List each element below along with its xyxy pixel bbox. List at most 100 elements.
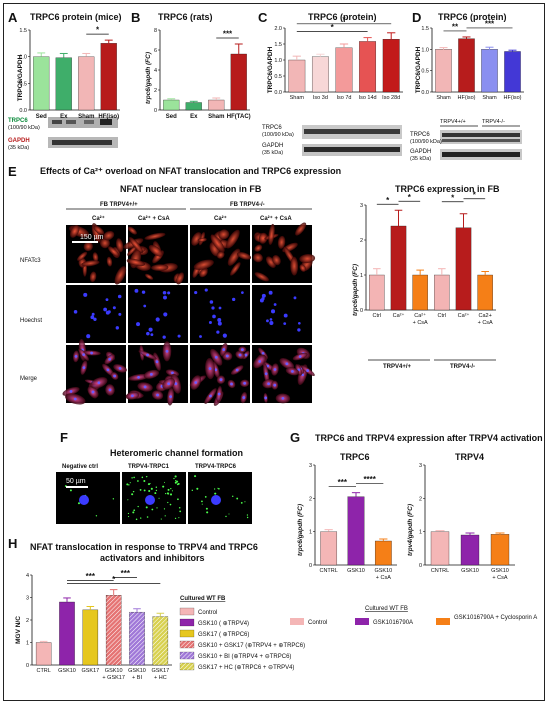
panel-e-geno-left: FB TRPV4+/+ (100, 202, 138, 208)
y-tick-label: 1.5 (421, 26, 429, 32)
panel-d-blot-label-gapdh: GAPDH (410, 149, 431, 155)
significance-label: *** (223, 30, 233, 39)
pla-dot (236, 497, 239, 500)
y-tick-label: 0.5 (421, 69, 429, 75)
panel-d-title: TRPC6 (protein) (438, 12, 507, 22)
nucleus (83, 292, 88, 297)
panel-c-title: TRPC6 (protein) (308, 12, 377, 22)
nucleus (217, 321, 222, 326)
panel-e-group-ko: TRPV4-/- (450, 364, 475, 370)
nucleus (217, 392, 221, 396)
cell (193, 259, 214, 270)
pla-dot (158, 497, 160, 499)
panel-g-title: TRPC6 and TRPV4 expression after TRPV4 a… (315, 433, 543, 443)
pla-dot (129, 482, 131, 484)
nucleus (194, 290, 198, 295)
x-tick-label: Iso 7d (337, 95, 352, 101)
cell (103, 230, 115, 241)
cell (299, 264, 306, 272)
bar (78, 56, 95, 111)
panel-b-title: TRPC6 (rats) (158, 12, 213, 22)
x-tick-label: GSK10 (491, 568, 509, 574)
significance-label: * (331, 23, 335, 32)
x-tick-label: Sham (78, 114, 94, 120)
nucleus (82, 353, 86, 357)
panel-g-left-ylabel: trpc6/gapdh (FC) (297, 504, 304, 556)
panel-c-blot-label-trpc6: TRPC6 (262, 125, 282, 131)
pla-dot (160, 518, 162, 520)
nucleus (283, 322, 287, 326)
legend-swatch-hatch (180, 641, 194, 648)
x-tick-label: Sham (482, 95, 497, 101)
cell (81, 260, 100, 267)
y-tick-label: 4 (26, 573, 29, 579)
panel-h-title-2: activators and inhibitors (100, 553, 205, 563)
nucleus (162, 290, 167, 295)
x-tick-label: GSK10 (347, 568, 365, 574)
pla-dot (133, 509, 136, 512)
pla-dot (148, 489, 151, 492)
pla-dot (169, 503, 172, 506)
pla-dot (214, 492, 217, 495)
nucleus (167, 382, 171, 386)
panel-f-micrograph-grid (56, 472, 252, 524)
nucleus (155, 317, 160, 322)
x-tick-label: CTRL (36, 668, 50, 674)
cell (290, 256, 299, 276)
pla-dot (205, 507, 208, 510)
panel-a-blot-label-trpc6: TRPC6 (8, 118, 28, 124)
x-tick-label: GSK17 (151, 668, 169, 674)
x-tick-label: HF(iso) (503, 95, 521, 101)
pla-dot (155, 489, 158, 492)
y-tick-label: 1.0 (421, 47, 429, 53)
panel-letter-g: G (290, 430, 300, 445)
cell (145, 273, 154, 280)
y-tick-label: 6 (154, 48, 157, 54)
pla-dot (177, 482, 180, 485)
cell (151, 264, 169, 271)
bar (335, 47, 353, 93)
bar-hatch (129, 612, 145, 665)
nucleus (291, 369, 294, 373)
legend-label: GSK17 ( ⊕TRPC6) (198, 632, 249, 638)
bar (100, 43, 117, 111)
y-tick-label: 1 (360, 273, 363, 279)
bar (359, 41, 377, 93)
x-tick-label: CNTRL (319, 568, 337, 574)
pla-dot (156, 507, 158, 509)
x-tick-label: Ex (190, 114, 198, 120)
y-tick-label: 1.0 (19, 55, 27, 61)
panel-h-legend-title: Cultured WT FB (180, 596, 226, 602)
bar (458, 38, 475, 93)
y-tick-label: 3 (26, 596, 29, 602)
pla-dot (166, 492, 170, 495)
significance-label: **** (363, 475, 376, 484)
panel-g-legend-3: GSK1016790A + Cyclosporin A (454, 615, 537, 621)
bar-hatch (106, 595, 122, 665)
nucleus (217, 318, 222, 322)
y-tick-label: 0 (309, 563, 312, 569)
figure-frame (3, 3, 545, 701)
nucleus (117, 294, 122, 299)
chart-a: 0.0 0.5 1.0 1.5 Sed Ex Sham HF(iso) * (19, 26, 120, 120)
pla-dot (137, 505, 139, 508)
nucleus (141, 290, 146, 294)
cell (258, 232, 268, 244)
panel-h-legend: Control GSK10 ( ⊕TRPV4) GSK17 ( ⊕TRPC6) GSK… (179, 607, 305, 671)
nucleus (216, 330, 220, 334)
legend-label: GSK10 ( ⊕TRPV4) (198, 621, 249, 627)
cell (176, 272, 185, 285)
panel-d-ylabel: TRPC6/GAPDH (415, 46, 422, 93)
pla-dot (176, 480, 179, 483)
nucleus (232, 297, 236, 302)
nucleus (156, 393, 159, 397)
pla-dot (162, 485, 165, 488)
panel-d-group-label-ko: TRPV4-/- (482, 119, 505, 125)
panel-letter-f: F (60, 430, 68, 445)
y-tick-label: 0 (419, 563, 422, 569)
nucleus (298, 355, 302, 358)
panel-e-col-1: Ca²⁺ (92, 215, 105, 222)
